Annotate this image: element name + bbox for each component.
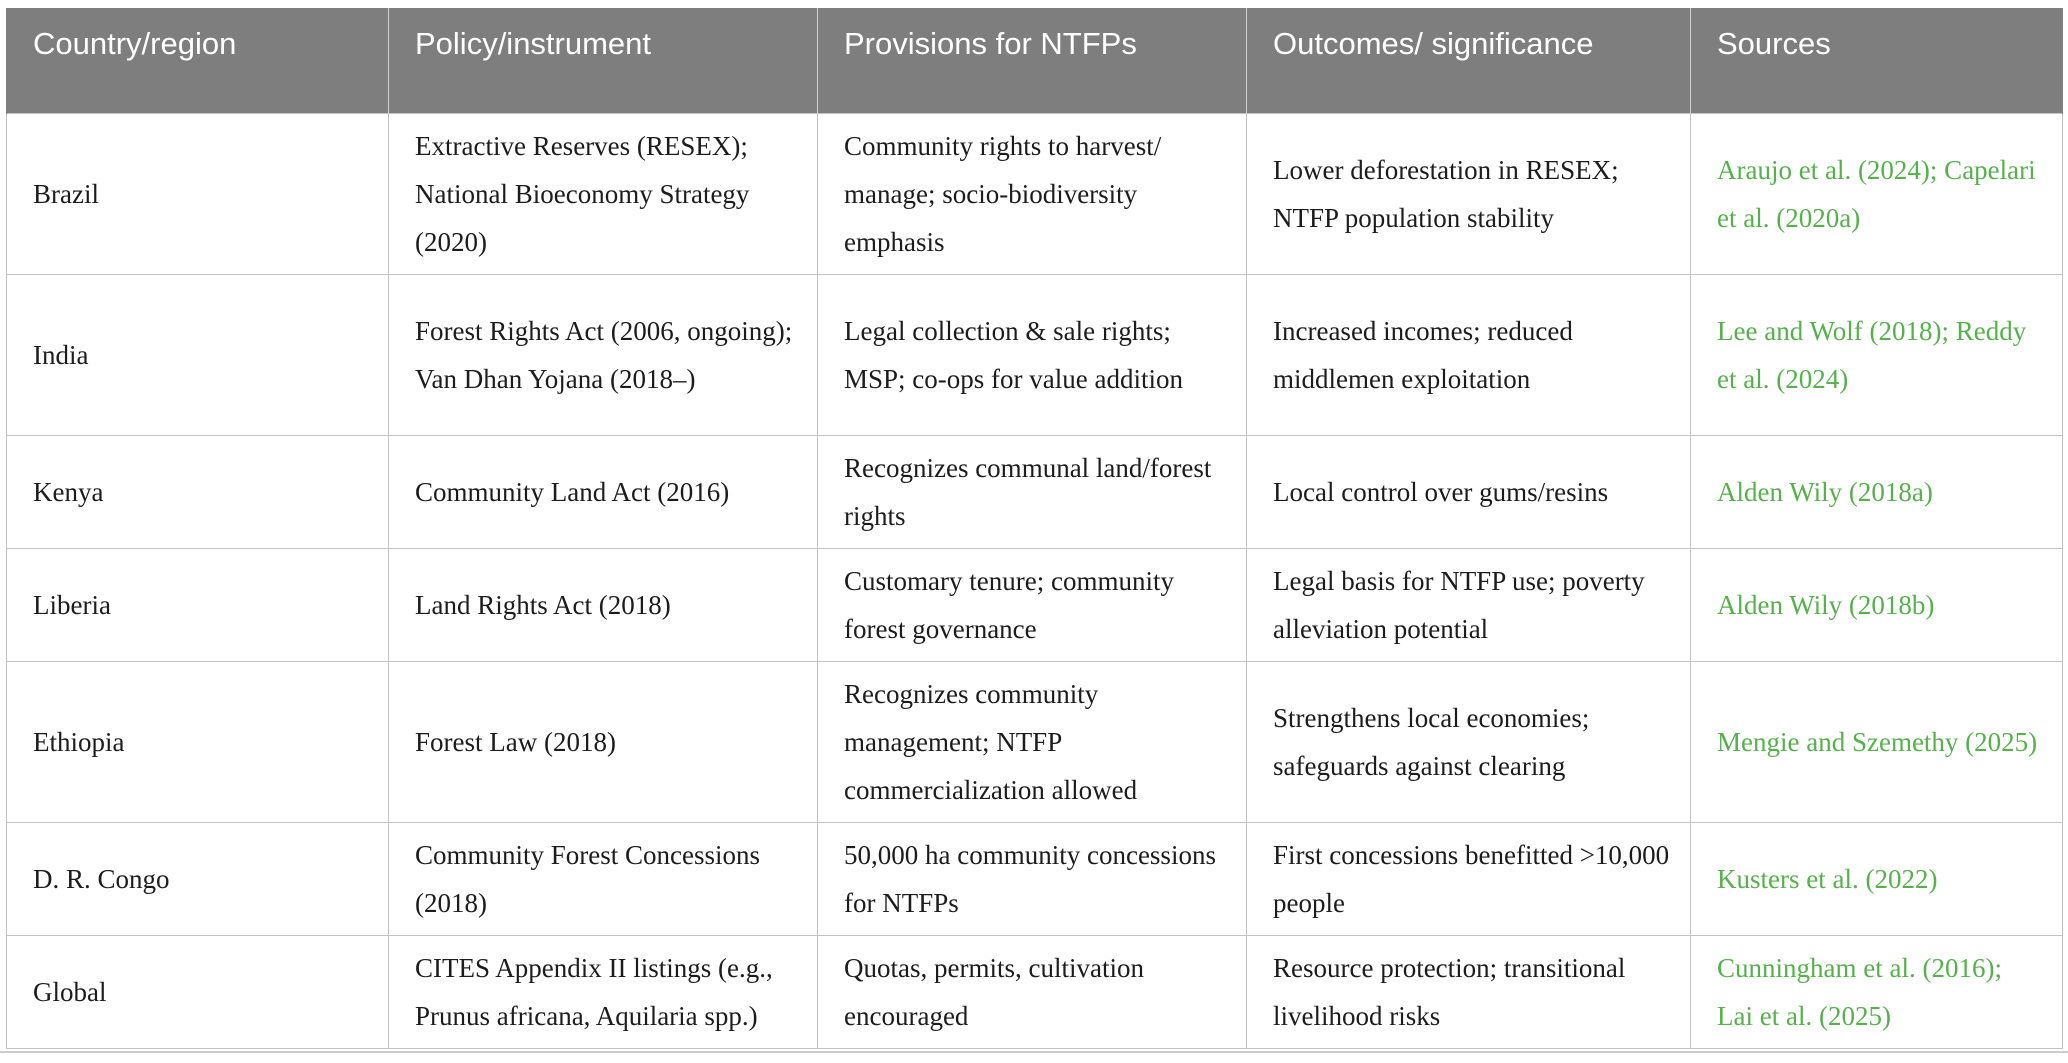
- cell-outcomes: Resource protection; transitional liveli…: [1246, 934, 1691, 1049]
- cell-sources: Mengie and Szemethy (2025): [1690, 660, 2063, 823]
- citation-link[interactable]: Lee and Wolf (2018); Reddy et al. (2024): [1717, 315, 2027, 394]
- citation-link[interactable]: Araujo et al. (2024); Capelari et al. (2…: [1717, 154, 2036, 233]
- cell-policy: Forest Rights Act (2006, ongoing); Van D…: [388, 273, 818, 436]
- cell-policy: Community Forest Concessions (2018): [388, 821, 818, 936]
- cell-country: Ethiopia: [6, 660, 389, 823]
- cell-outcomes: Legal basis for NTFP use; poverty allevi…: [1246, 547, 1691, 662]
- table-row-liberia: Liberia Land Rights Act (2018) Customary…: [6, 547, 2063, 662]
- table-bottom-rule: [0, 1051, 2068, 1053]
- cell-country: Brazil: [6, 112, 389, 275]
- cell-sources: Lee and Wolf (2018); Reddy et al. (2024): [1690, 273, 2063, 436]
- citation-link[interactable]: Alden Wily (2018b): [1717, 589, 1935, 620]
- cell-policy: CITES Appendix II listings (e.g., Prunus…: [388, 934, 818, 1049]
- cell-country: Kenya: [6, 434, 389, 549]
- table-row-global: Global CITES Appendix II listings (e.g.,…: [6, 934, 2063, 1049]
- cell-outcomes: Strengthens local economies; safeguards …: [1246, 660, 1691, 823]
- cell-policy: Community Land Act (2016): [388, 434, 818, 549]
- cell-provisions: Recognizes communal land/forest rights: [817, 434, 1247, 549]
- cell-country: Global: [6, 934, 389, 1049]
- ntfp-policy-table: Country/region Policy/instrument Provisi…: [6, 8, 2063, 1049]
- cell-provisions: 50,000 ha community concessions for NTFP…: [817, 821, 1247, 936]
- cell-country: Liberia: [6, 547, 389, 662]
- table-row-dr-congo: D. R. Congo Community Forest Concessions…: [6, 821, 2063, 936]
- table-row-india: India Forest Rights Act (2006, ongoing);…: [6, 273, 2063, 436]
- cell-policy: Land Rights Act (2018): [388, 547, 818, 662]
- cell-provisions: Customary tenure; community forest gover…: [817, 547, 1247, 662]
- cell-outcomes: Lower deforestation in RESEX; NTFP popul…: [1246, 112, 1691, 275]
- cell-sources: Araujo et al. (2024); Capelari et al. (2…: [1690, 112, 2063, 275]
- cell-provisions: Quotas, permits, cultivation encouraged: [817, 934, 1247, 1049]
- citation-link[interactable]: Mengie and Szemethy (2025): [1717, 726, 2038, 757]
- cell-country: D. R. Congo: [6, 821, 389, 936]
- header-policy-instrument: Policy/instrument: [388, 8, 818, 113]
- cell-outcomes: First concessions benefitted >10,000 peo…: [1246, 821, 1691, 936]
- cell-provisions: Community rights to harvest/ manage; soc…: [817, 112, 1247, 275]
- cell-outcomes: Local control over gums/resins: [1246, 434, 1691, 549]
- cell-sources: Alden Wily (2018a): [1690, 434, 2063, 549]
- citation-link[interactable]: Alden Wily (2018a): [1717, 476, 1933, 507]
- table-row-brazil: Brazil Extractive Reserves (RESEX); Nati…: [6, 112, 2063, 275]
- cell-sources: Cunningham et al. (2016); Lai et al. (20…: [1690, 934, 2063, 1049]
- cell-policy: Extractive Reserves (RESEX); National Bi…: [388, 112, 818, 275]
- citation-link[interactable]: Kusters et al. (2022): [1717, 863, 1938, 894]
- cell-policy: Forest Law (2018): [388, 660, 818, 823]
- cell-sources: Alden Wily (2018b): [1690, 547, 2063, 662]
- header-sources: Sources: [1690, 8, 2063, 113]
- table-row-kenya: Kenya Community Land Act (2016) Recogniz…: [6, 434, 2063, 549]
- header-country-region: Country/region: [6, 8, 389, 113]
- table-header-row: Country/region Policy/instrument Provisi…: [6, 8, 2063, 113]
- cell-sources: Kusters et al. (2022): [1690, 821, 2063, 936]
- table-row-ethiopia: Ethiopia Forest Law (2018) Recognizes co…: [6, 660, 2063, 823]
- header-outcomes-significance: Outcomes/ significance: [1246, 8, 1691, 113]
- citation-link[interactable]: Cunningham et al. (2016); Lai et al. (20…: [1717, 952, 2002, 1031]
- header-provisions-for-ntfps: Provisions for NTFPs: [817, 8, 1247, 113]
- cell-provisions: Legal collection & sale rights; MSP; co-…: [817, 273, 1247, 436]
- cell-provisions: Recognizes community management; NTFP co…: [817, 660, 1247, 823]
- cell-country: India: [6, 273, 389, 436]
- cell-outcomes: Increased incomes; reduced middlemen exp…: [1246, 273, 1691, 436]
